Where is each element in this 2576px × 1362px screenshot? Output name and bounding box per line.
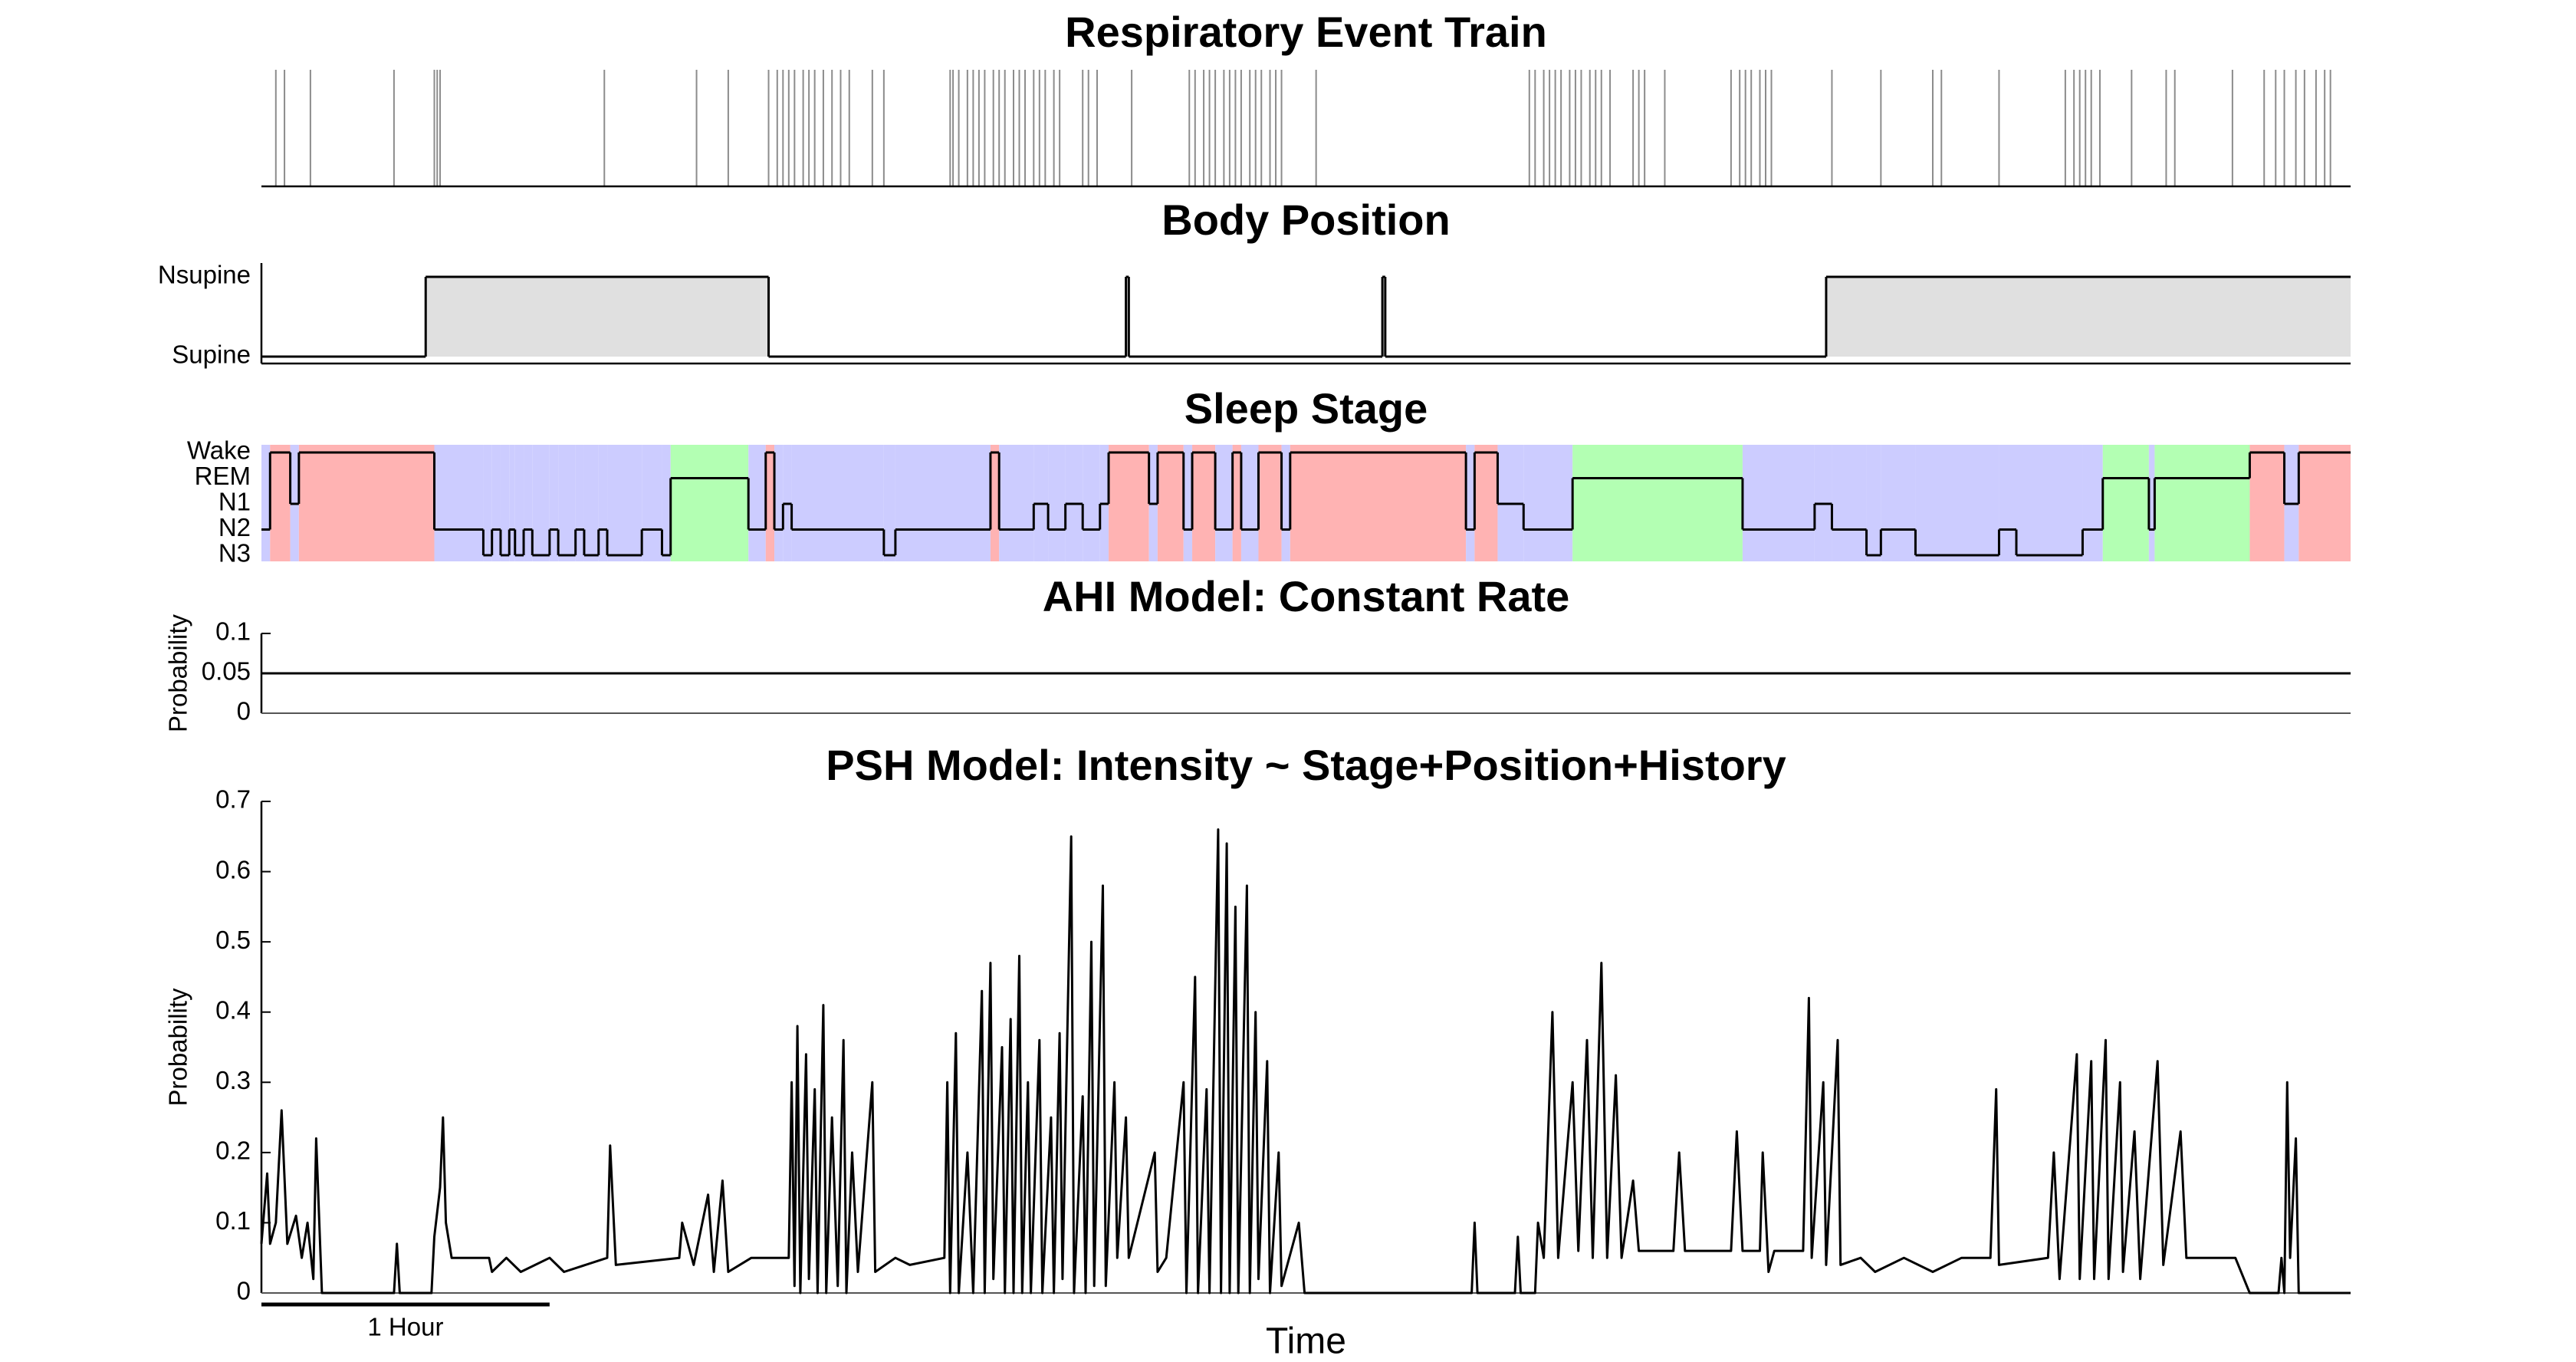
chart-title: AHI Model: Constant Rate [1043,572,1570,620]
stage-band [1240,445,1259,561]
stage-band [1999,445,2016,561]
y-tick-label: N3 [219,539,251,568]
stage-band [883,445,895,561]
stage-band [1290,445,1467,561]
y-tick-label: 0.1 [215,1206,251,1235]
stage-band [483,445,492,561]
stage-band [670,445,749,561]
stage-band [999,445,1034,561]
position-fill [1825,277,2351,357]
chart-title: Body Position [1162,196,1450,244]
stage-band [1048,445,1066,561]
stage-band [524,445,533,561]
stage-band [1915,445,1999,561]
y-tick-label: N2 [219,513,251,541]
stage-band [1215,445,1233,561]
stage-band [2082,445,2103,561]
stage-band [748,445,766,561]
stage-band [774,445,784,561]
y-tick-label: 0.7 [215,785,251,814]
stage-band [491,445,501,561]
stage-band [583,445,599,561]
y-axis-label: Probability [164,614,192,732]
stage-band [1183,445,1193,561]
stage-band [598,445,608,561]
y-tick-label: 0.3 [215,1066,251,1094]
y-tick-label: 0 [237,697,251,725]
y-tick-label: N1 [219,488,251,516]
stage-band [2016,445,2083,561]
stage-band [2102,445,2149,561]
y-axis-label: Probability [164,988,192,1107]
stage-band [607,445,642,561]
stage-band [990,445,1000,561]
stage-band [1572,445,1743,561]
stage-band [1742,445,1815,561]
stage-band [514,445,524,561]
y-tick-label: 0.1 [215,617,251,646]
stage-band [1109,445,1149,561]
stage-band [1466,445,1475,561]
stage-band [434,445,484,561]
stage-band [2249,445,2285,561]
stage-band [1474,445,1498,561]
chart-title: Respiratory Event Train [1065,8,1547,56]
series-line [260,828,2351,1295]
y-tick-label: Supine [172,340,251,369]
stage-band [2154,445,2250,561]
stage-band [2298,445,2351,561]
y-tick-label: Wake [187,436,251,465]
stage-band [1832,445,1867,561]
y-tick-label: 0.6 [215,855,251,883]
stage-band [270,445,291,561]
position-fill [426,277,769,357]
y-tick-label: 0.2 [215,1137,251,1165]
y-tick-label: 0.4 [215,995,251,1024]
stage-band [765,445,775,561]
stage-band [509,445,515,561]
stage-band [549,445,559,561]
stage-band [558,445,576,561]
stage-band [1281,445,1290,561]
stage-band [2148,445,2155,561]
scale-bar-label: 1 Hour [367,1313,443,1341]
y-tick-label: Nsupine [158,261,251,289]
stage-band [1523,445,1573,561]
stage-band [1881,445,1916,561]
stage-band [1866,445,1881,561]
stage-band [1232,445,1241,561]
y-tick-label: 0.05 [202,657,251,686]
position-fill [1382,277,1385,357]
y-tick-label: 0 [237,1277,251,1305]
stage-band [1083,445,1100,561]
stage-band [662,445,671,561]
stage-band [575,445,584,561]
stage-band [298,445,435,561]
y-tick-label: REM [195,462,251,490]
stage-band [895,445,991,561]
y-tick-label: 0.5 [215,926,251,954]
stage-band [500,445,510,561]
chart-title: Sleep Stage [1184,384,1428,433]
stage-band [261,445,271,561]
stage-band [642,445,662,561]
stage-band [791,445,884,561]
stage-band [1157,445,1184,561]
stage-band [532,445,550,561]
stage-band [1192,445,1216,561]
chart-title: PSH Model: Intensity ~ Stage+Position+Hi… [826,741,1786,789]
position-fill [1125,277,1129,357]
x-axis-label: Time [1266,1321,1346,1362]
stage-band [1258,445,1282,561]
